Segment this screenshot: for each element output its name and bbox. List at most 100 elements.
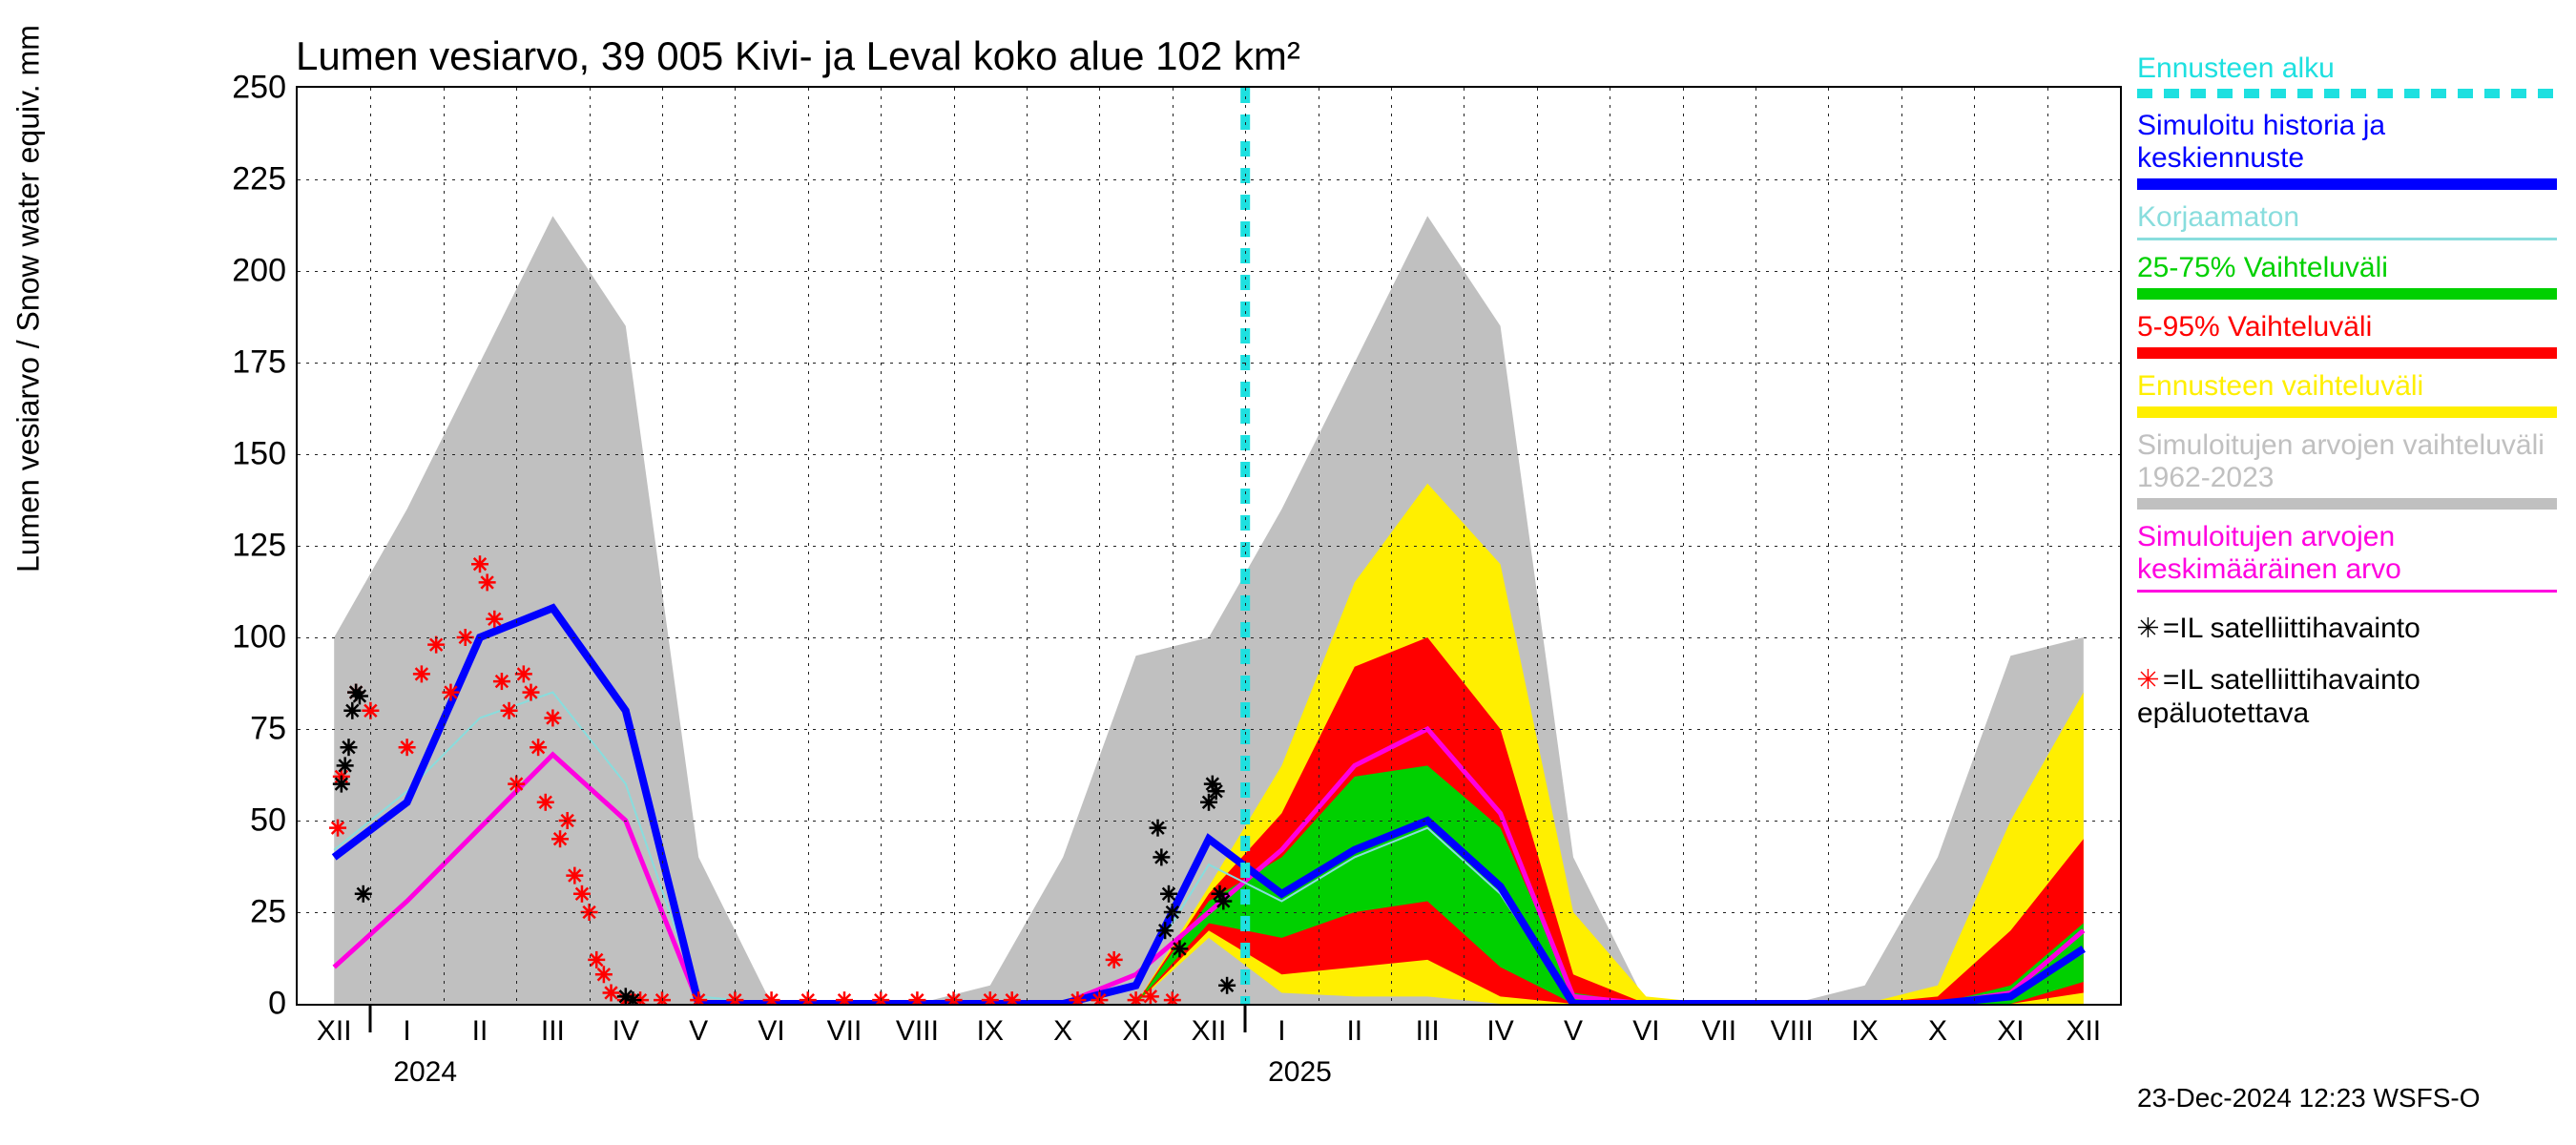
legend-swatch [2137, 178, 2557, 190]
ytick-label: 150 [232, 436, 286, 473]
legend-marker-label: =IL satelliittihavainto [2163, 613, 2420, 644]
legend-item: Simuloitujen arvojen keskimääräinen arvo [2137, 521, 2557, 593]
legend: Ennusteen alkuSimuloitu historia ja kesk… [2137, 52, 2557, 739]
gridline-v [735, 88, 736, 1004]
xtick-label: II [1346, 1015, 1362, 1048]
ytick-label: 125 [232, 528, 286, 565]
obs-marker-black [333, 776, 350, 793]
legend-marker-item: ✳=IL satelliittihavainto epäluotettava [2137, 656, 2557, 730]
legend-label: Simuloitujen arvojen keskimääräinen arvo [2137, 521, 2557, 586]
xtick-label: XII [317, 1015, 352, 1048]
legend-marker-glyph: ✳ [2137, 604, 2159, 646]
xtick-label: VI [758, 1015, 784, 1048]
ytick-label: 225 [232, 161, 286, 198]
legend-swatch [2137, 238, 2557, 240]
ytick-label: 50 [250, 802, 286, 840]
ytick-label: 25 [250, 894, 286, 931]
obs-marker-red [329, 820, 346, 837]
chart-title: Lumen vesiarvo, 39 005 Kivi- ja Leval ko… [296, 33, 1300, 79]
ytick-label: 0 [268, 986, 286, 1023]
legend-item: Simuloitu historia ja keskiennuste [2137, 110, 2557, 190]
legend-item: Korjaamaton [2137, 201, 2557, 240]
obs-marker-black [337, 757, 354, 774]
y-axis-label: Lumen vesiarvo / Snow water equiv. mm [11, 25, 47, 572]
obs-marker-red [588, 951, 605, 968]
gridline-v [954, 88, 955, 1004]
obs-marker-red [530, 739, 547, 756]
xtick-label: XI [1122, 1015, 1149, 1048]
obs-marker-red [522, 684, 539, 701]
xtick-label: IX [1851, 1015, 1878, 1048]
gridline-v [1027, 88, 1028, 1004]
legend-swatch [2137, 406, 2557, 418]
gridline-v [1901, 88, 1902, 1004]
gridline-v [1245, 88, 1246, 1004]
gridline-v [2047, 88, 2048, 1004]
legend-label: Ennusteen vaihteluväli [2137, 370, 2557, 403]
xtick-label: X [1928, 1015, 1947, 1048]
legend-swatch [2137, 498, 2557, 510]
obs-marker-red [501, 702, 518, 719]
xtick-label: III [541, 1015, 565, 1048]
gridline-v [1537, 88, 1538, 1004]
ytick-label: 175 [232, 344, 286, 382]
gridline-v [1099, 88, 1100, 1004]
xtick-label: VII [827, 1015, 862, 1048]
obs-marker-black [340, 739, 357, 756]
obs-marker-red [399, 739, 416, 756]
gridline-h [298, 271, 2120, 272]
xtick-label: XII [1192, 1015, 1227, 1048]
legend-label: Simuloitujen arvojen vaihteluväli 1962-2… [2137, 429, 2557, 494]
legend-label: Simuloitu historia ja keskiennuste [2137, 110, 2557, 175]
xtick-label: VII [1701, 1015, 1736, 1048]
xtick-label: IX [977, 1015, 1004, 1048]
gridline-v [516, 88, 517, 1004]
gridline-h [298, 729, 2120, 730]
gridline-v [590, 88, 591, 1004]
timestamp: 23-Dec-2024 12:23 WSFS-O [2137, 1083, 2481, 1114]
gridline-v [1974, 88, 1975, 1004]
gridline-v [1755, 88, 1756, 1004]
xtick-label: I [403, 1015, 410, 1048]
gridline-v [1683, 88, 1684, 1004]
legend-swatch [2137, 347, 2557, 359]
obs-marker-red [537, 794, 554, 811]
legend-swatch [2137, 288, 2557, 300]
legend-item: 25-75% Vaihteluväli [2137, 252, 2557, 300]
xtick-label: I [1278, 1015, 1285, 1048]
gridline-h [298, 637, 2120, 638]
gridline-h [298, 363, 2120, 364]
ytick-label: 250 [232, 70, 286, 107]
gridline-v [1828, 88, 1829, 1004]
chart-container: Lumen vesiarvo / Snow water equiv. mm Lu… [0, 0, 2576, 1145]
legend-swatch [2137, 590, 2557, 593]
gridline-v [1173, 88, 1174, 1004]
legend-item: Simuloitujen arvojen vaihteluväli 1962-2… [2137, 429, 2557, 510]
obs-marker-red [442, 684, 459, 701]
gridline-h [298, 454, 2120, 455]
gridline-v [444, 88, 445, 1004]
gridline-v [1464, 88, 1465, 1004]
xtick-label: IV [613, 1015, 639, 1048]
xtick-label: VIII [896, 1015, 939, 1048]
legend-item: 5-95% Vaihteluväli [2137, 311, 2557, 359]
obs-marker-red [471, 555, 488, 572]
obs-marker-black [343, 702, 361, 719]
xtick-label: XI [1997, 1015, 2024, 1048]
xtick-label: XII [2066, 1015, 2101, 1048]
xtick-label: X [1053, 1015, 1072, 1048]
year-label: 2024 [393, 1056, 457, 1089]
ytick-label: 100 [232, 619, 286, 656]
legend-item: Ennusteen vaihteluväli [2137, 370, 2557, 418]
legend-label: 5-95% Vaihteluväli [2137, 311, 2557, 344]
obs-marker-red [479, 573, 496, 591]
obs-marker-red [566, 867, 583, 885]
gridline-h [298, 546, 2120, 547]
ytick-label: 200 [232, 253, 286, 290]
xtick-label: II [472, 1015, 488, 1048]
obs-marker-black [351, 687, 368, 704]
xtick-label: VIII [1771, 1015, 1814, 1048]
xtick-label: III [1416, 1015, 1440, 1048]
year-label: 2025 [1268, 1056, 1332, 1089]
gridline-v [662, 88, 663, 1004]
